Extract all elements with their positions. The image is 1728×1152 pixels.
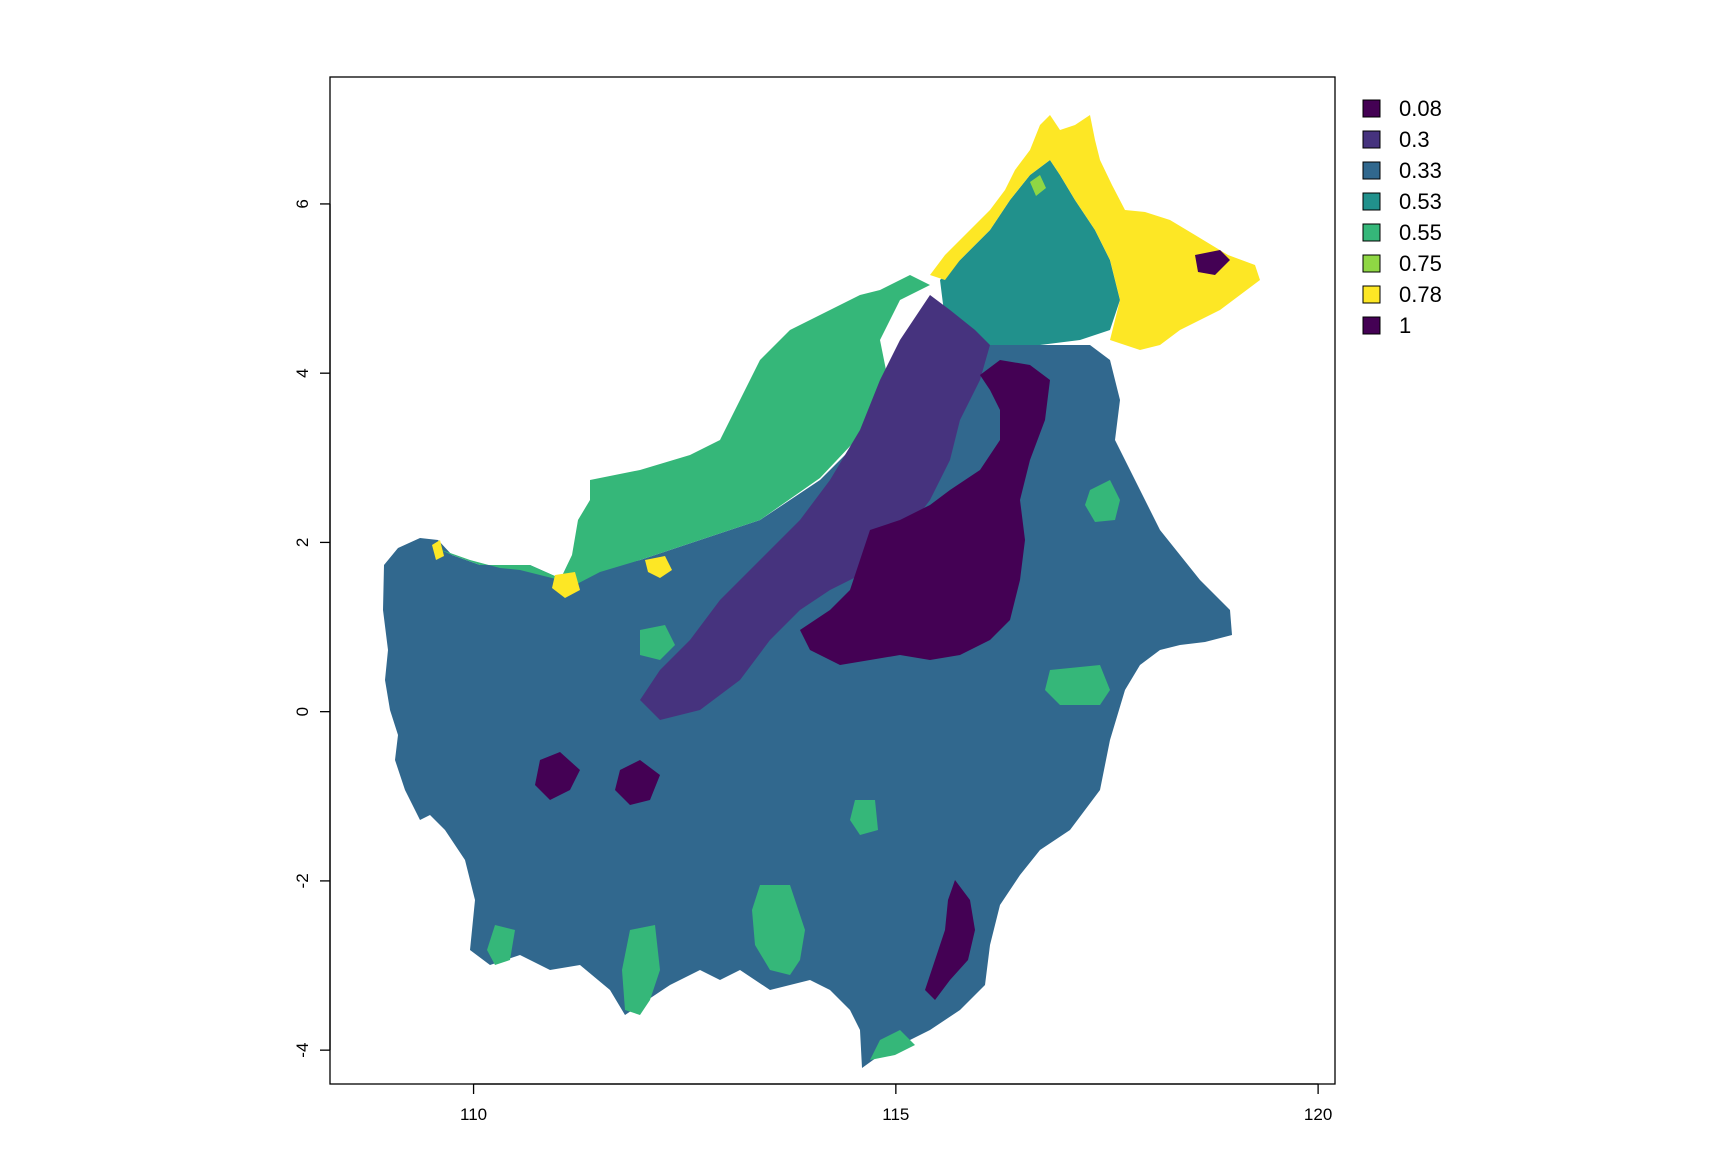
x-axis: 110 115 120 (460, 1083, 1332, 1124)
region-078-west3 (432, 540, 444, 560)
legend-label: 1 (1399, 313, 1411, 338)
region-078-west2 (645, 556, 672, 578)
y-tick-label: 4 (293, 368, 312, 377)
legend-label: 0.78 (1399, 282, 1442, 307)
legend-swatch (1362, 285, 1381, 304)
y-tick-label: -4 (293, 1043, 312, 1058)
legend-swatch (1362, 223, 1381, 242)
region-030-central (640, 295, 990, 720)
region-055-northwest (436, 275, 930, 585)
region-008-southwest (615, 760, 660, 805)
legend-swatch (1362, 130, 1381, 149)
region-055-patch-2 (752, 885, 805, 975)
region-053-northeast (940, 160, 1120, 345)
y-tick-label: 2 (293, 538, 312, 547)
x-tick-label: 110 (460, 1105, 487, 1124)
legend-label: 0.33 (1399, 158, 1442, 183)
legend-swatch (1362, 254, 1381, 273)
region-055-patch-7 (850, 800, 878, 835)
region-055-patch-4 (487, 925, 515, 965)
y-tick-label: 0 (293, 707, 312, 716)
region-078-west (552, 572, 580, 598)
legend-swatch (1362, 192, 1381, 211)
legend-swatch (1362, 99, 1381, 118)
region-008-sabah (1195, 250, 1230, 275)
region-055-patch-8 (870, 1030, 915, 1060)
y-axis: -4 -2 0 2 4 6 (293, 199, 331, 1058)
region-055-patch-5 (1085, 480, 1120, 522)
raster-map (383, 115, 1260, 1068)
legend-label: 0.55 (1399, 220, 1442, 245)
region-055-patch-6 (640, 625, 675, 660)
legend-label: 0.3 (1399, 127, 1430, 152)
region-008-west (535, 752, 580, 800)
legend-label: 0.75 (1399, 251, 1442, 276)
region-075-sabah (1030, 175, 1046, 196)
region-078-sabah (930, 115, 1260, 350)
legend-swatch (1362, 316, 1381, 335)
y-tick-label: 6 (293, 199, 312, 208)
region-008-south (925, 880, 975, 1000)
x-tick-label: 115 (882, 1105, 909, 1124)
region-055-patch-3 (622, 925, 660, 1015)
legend: 0.08 0.3 0.33 0.53 0.55 0.75 0.78 1 (1362, 96, 1442, 338)
legend-label: 0.08 (1399, 96, 1442, 121)
x-tick-label: 120 (1304, 1105, 1332, 1124)
y-tick-label: -2 (293, 873, 312, 888)
region-055-patch-1 (1045, 665, 1110, 705)
region-008-core (800, 360, 1050, 665)
legend-swatch (1362, 161, 1381, 180)
legend-label: 0.53 (1399, 189, 1442, 214)
